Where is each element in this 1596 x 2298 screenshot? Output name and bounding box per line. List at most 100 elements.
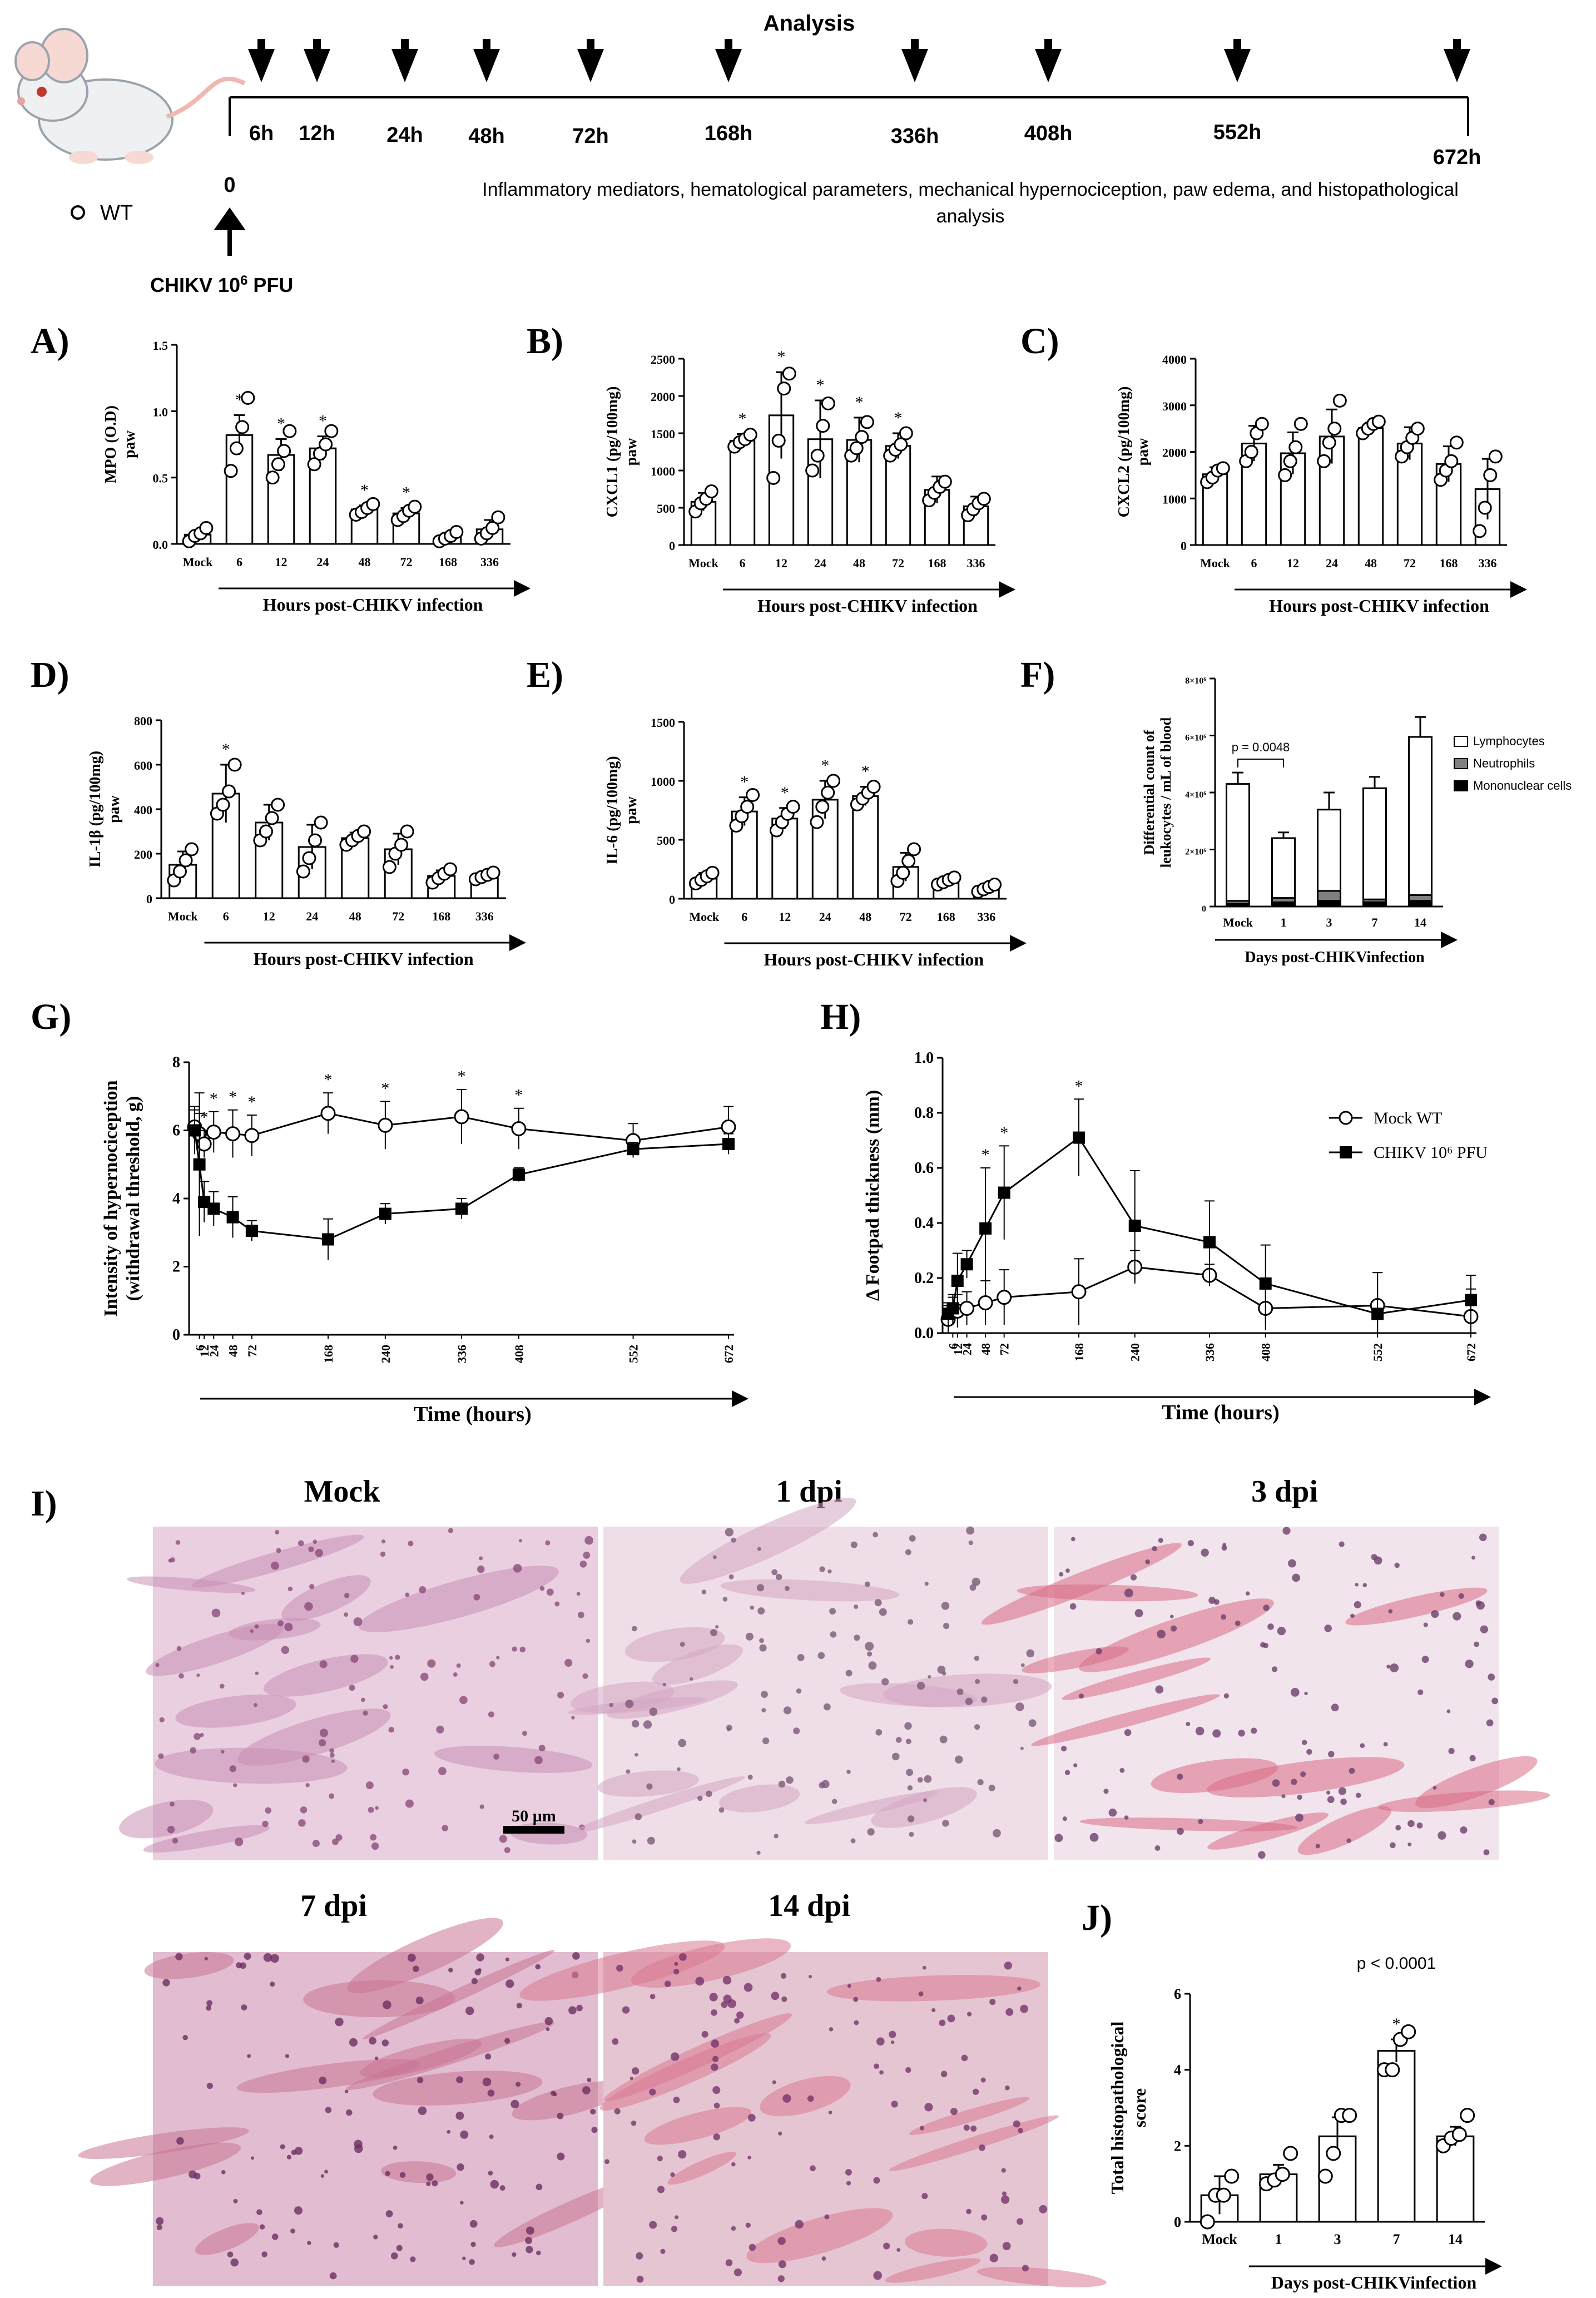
data-point <box>271 457 285 472</box>
infection-label: CHIKV 106 PFU <box>150 273 293 297</box>
bar <box>341 837 370 899</box>
cell-nucleus <box>715 1625 719 1629</box>
cell-nucleus <box>410 2256 416 2262</box>
cell-nucleus <box>674 2215 679 2220</box>
data-point <box>244 1128 260 1143</box>
cell-nucleus <box>612 2038 619 2045</box>
cell-nucleus <box>419 1586 427 1593</box>
cell-nucleus <box>828 2111 832 2114</box>
significance-star: * <box>235 390 244 409</box>
panel-label: A) <box>31 321 70 361</box>
cell-nucleus <box>1304 1691 1308 1696</box>
x-tick-label: 48 <box>226 1345 240 1357</box>
x-tick-label: 72 <box>392 909 404 923</box>
data-point <box>722 1138 735 1150</box>
legend-label: Mononuclear cells <box>1473 779 1572 793</box>
cell-nucleus <box>819 1566 825 1572</box>
cell-nucleus <box>390 2252 398 2260</box>
data-point <box>1371 1308 1384 1320</box>
timepoint-arrow-icon <box>473 39 500 82</box>
x-tick-label: 72 <box>900 910 912 924</box>
cell-nucleus <box>1000 2195 1010 2204</box>
cell-nucleus <box>227 2251 234 2258</box>
cell-nucleus <box>1416 1822 1423 1829</box>
x-tick-label: Mock <box>168 909 199 923</box>
stacked-bar-segment <box>1408 900 1433 908</box>
cell-nucleus <box>318 1739 326 1747</box>
data-point <box>245 1225 258 1237</box>
cell-nucleus <box>447 2129 451 2134</box>
tissue-fiber <box>434 1746 593 1773</box>
tissue-fiber <box>155 1747 348 1784</box>
data-point <box>1451 2127 1467 2142</box>
cell-nucleus <box>756 1584 765 1592</box>
significance-star: * <box>1000 1123 1008 1142</box>
y-tick-label: 600 <box>134 759 152 772</box>
cell-nucleus <box>408 1541 414 1547</box>
cell-nucleus <box>1054 1834 1063 1843</box>
x-tick-label: 336 <box>1479 556 1497 570</box>
cell-nucleus <box>579 1561 587 1568</box>
x-tick-label: 12 <box>775 556 787 570</box>
cell-nucleus <box>711 2063 718 2071</box>
cell-nucleus <box>1235 1620 1241 1626</box>
cell-nucleus <box>277 1620 284 1627</box>
cell-nucleus <box>496 1656 500 1660</box>
cell-nucleus <box>1491 1697 1499 1705</box>
cell-nucleus <box>873 1532 879 1538</box>
data-point <box>486 865 500 880</box>
cell-nucleus <box>369 2037 376 2045</box>
x-axis-label: Hours post-CHIKV infection <box>254 949 474 969</box>
cell-nucleus <box>1258 1851 1266 1859</box>
data-point <box>998 1186 1010 1199</box>
data-point <box>960 1258 973 1271</box>
cell-nucleus <box>325 2107 332 2113</box>
cell-nucleus <box>846 2181 851 2186</box>
stacked-bar-segment <box>1317 900 1341 908</box>
cell-nucleus <box>829 2027 834 2032</box>
cell-nucleus <box>300 1806 308 1814</box>
x-tick-label: 408 <box>512 1345 526 1363</box>
chart-j-histopathology-score: 0 2 4 6 Total histopathological score J) Mock 1 3… <box>1082 1898 1502 2292</box>
cell-nucleus <box>535 1964 541 1970</box>
cell-nucleus <box>582 1673 588 1679</box>
x-tick-label: 48 <box>359 555 371 569</box>
cell-nucleus <box>756 1850 761 1855</box>
cell-nucleus <box>625 1700 634 1708</box>
data-point <box>977 492 991 506</box>
cell-nucleus <box>733 2268 742 2277</box>
data-point <box>319 437 333 452</box>
timepoint-label: 552h <box>1213 121 1262 144</box>
cell-nucleus <box>442 1825 449 1831</box>
tissue-fiber <box>144 1952 234 1979</box>
cell-nucleus <box>879 2070 884 2075</box>
cell-nucleus <box>385 2171 390 2177</box>
cell-nucleus <box>709 1993 718 2002</box>
cell-nucleus <box>1177 1827 1184 1835</box>
data-point <box>1275 2167 1290 2182</box>
cell-nucleus <box>632 1839 637 1844</box>
cell-nucleus <box>1271 1666 1278 1672</box>
cell-nucleus <box>349 2038 358 2047</box>
cell-nucleus <box>294 2206 303 2215</box>
x-tick-label: 24 <box>960 1343 974 1355</box>
x-tick-label: 168 <box>1072 1343 1086 1361</box>
panel-label-i: I) <box>31 1483 57 1524</box>
y-tick-label: 4 <box>172 1190 180 1207</box>
cell-nucleus <box>298 1819 306 1827</box>
data-point <box>1322 435 1336 450</box>
cell-nucleus <box>1059 1572 1064 1577</box>
y-tick-label: 1.0 <box>914 1049 934 1067</box>
cell-nucleus <box>631 1720 640 1728</box>
data-point <box>1216 2187 1231 2203</box>
significance-star: * <box>1392 2015 1401 2033</box>
cell-nucleus <box>469 2259 475 2265</box>
x-tick-label: 14 <box>1414 915 1426 929</box>
cell-nucleus <box>726 1727 731 1732</box>
cell-nucleus <box>678 2150 687 2159</box>
tissue-fiber <box>804 1791 938 1825</box>
tissue-fiber <box>904 2228 988 2257</box>
cell-nucleus <box>536 2183 543 2191</box>
cell-nucleus <box>643 1720 652 1729</box>
